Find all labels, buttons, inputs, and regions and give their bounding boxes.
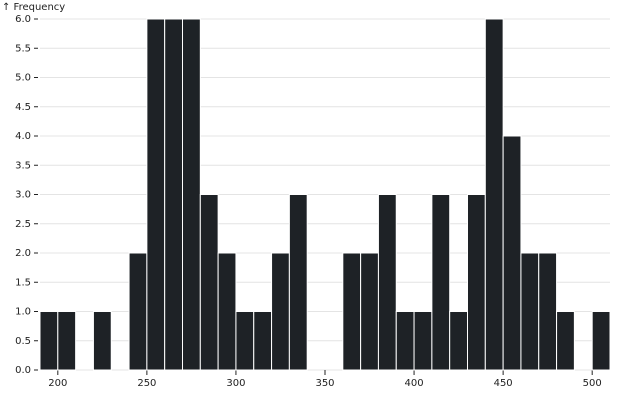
y-tick-label: 4.5 <box>15 102 31 113</box>
bar <box>413 311 433 371</box>
x-tick-label: 200 <box>48 378 67 389</box>
bar <box>538 252 558 371</box>
bar <box>377 194 397 371</box>
bar <box>288 194 308 371</box>
x-tick-label: 400 <box>405 378 424 389</box>
x-tick-label: 300 <box>226 378 245 389</box>
x-tick-label: 500 <box>583 378 602 389</box>
bar <box>360 252 379 371</box>
bar <box>431 194 451 371</box>
bar <box>556 311 575 371</box>
x-tick-label: 350 <box>315 378 334 389</box>
bar <box>484 18 504 371</box>
bar <box>342 252 362 371</box>
bar <box>199 194 219 371</box>
x-tick-label: 250 <box>137 378 156 389</box>
y-tick-label: 5.5 <box>15 43 31 54</box>
bar <box>520 252 540 371</box>
bar <box>449 311 468 371</box>
bar <box>57 311 77 371</box>
y-tick-label: 0.5 <box>15 336 31 347</box>
bar <box>235 311 255 371</box>
bar <box>128 252 148 371</box>
y-tick-label: 2.0 <box>15 248 31 259</box>
bar <box>253 311 273 371</box>
bar <box>271 252 290 371</box>
x-tick-label: 450 <box>494 378 513 389</box>
y-tick-label: 3.0 <box>15 190 31 201</box>
y-tick-label: 1.5 <box>15 277 31 288</box>
y-tick-label: 1.0 <box>15 307 31 318</box>
bar <box>217 252 237 371</box>
bar <box>591 311 611 371</box>
y-tick-label: 6.0 <box>15 14 31 25</box>
y-tick-label: 3.5 <box>15 160 31 171</box>
y-tick-label: 5.0 <box>15 73 31 84</box>
bar <box>395 311 415 371</box>
bar <box>92 311 112 371</box>
bar <box>502 135 522 371</box>
y-tick-label: 0.0 <box>15 365 31 376</box>
bar <box>164 18 183 371</box>
y-tick-label: 4.0 <box>15 131 31 142</box>
y-tick-label: 2.5 <box>15 219 31 230</box>
y-axis-label: ↑ Frequency <box>2 2 65 13</box>
bar <box>182 18 201 371</box>
bar <box>39 311 59 371</box>
bar <box>467 194 486 371</box>
bar <box>146 18 166 371</box>
